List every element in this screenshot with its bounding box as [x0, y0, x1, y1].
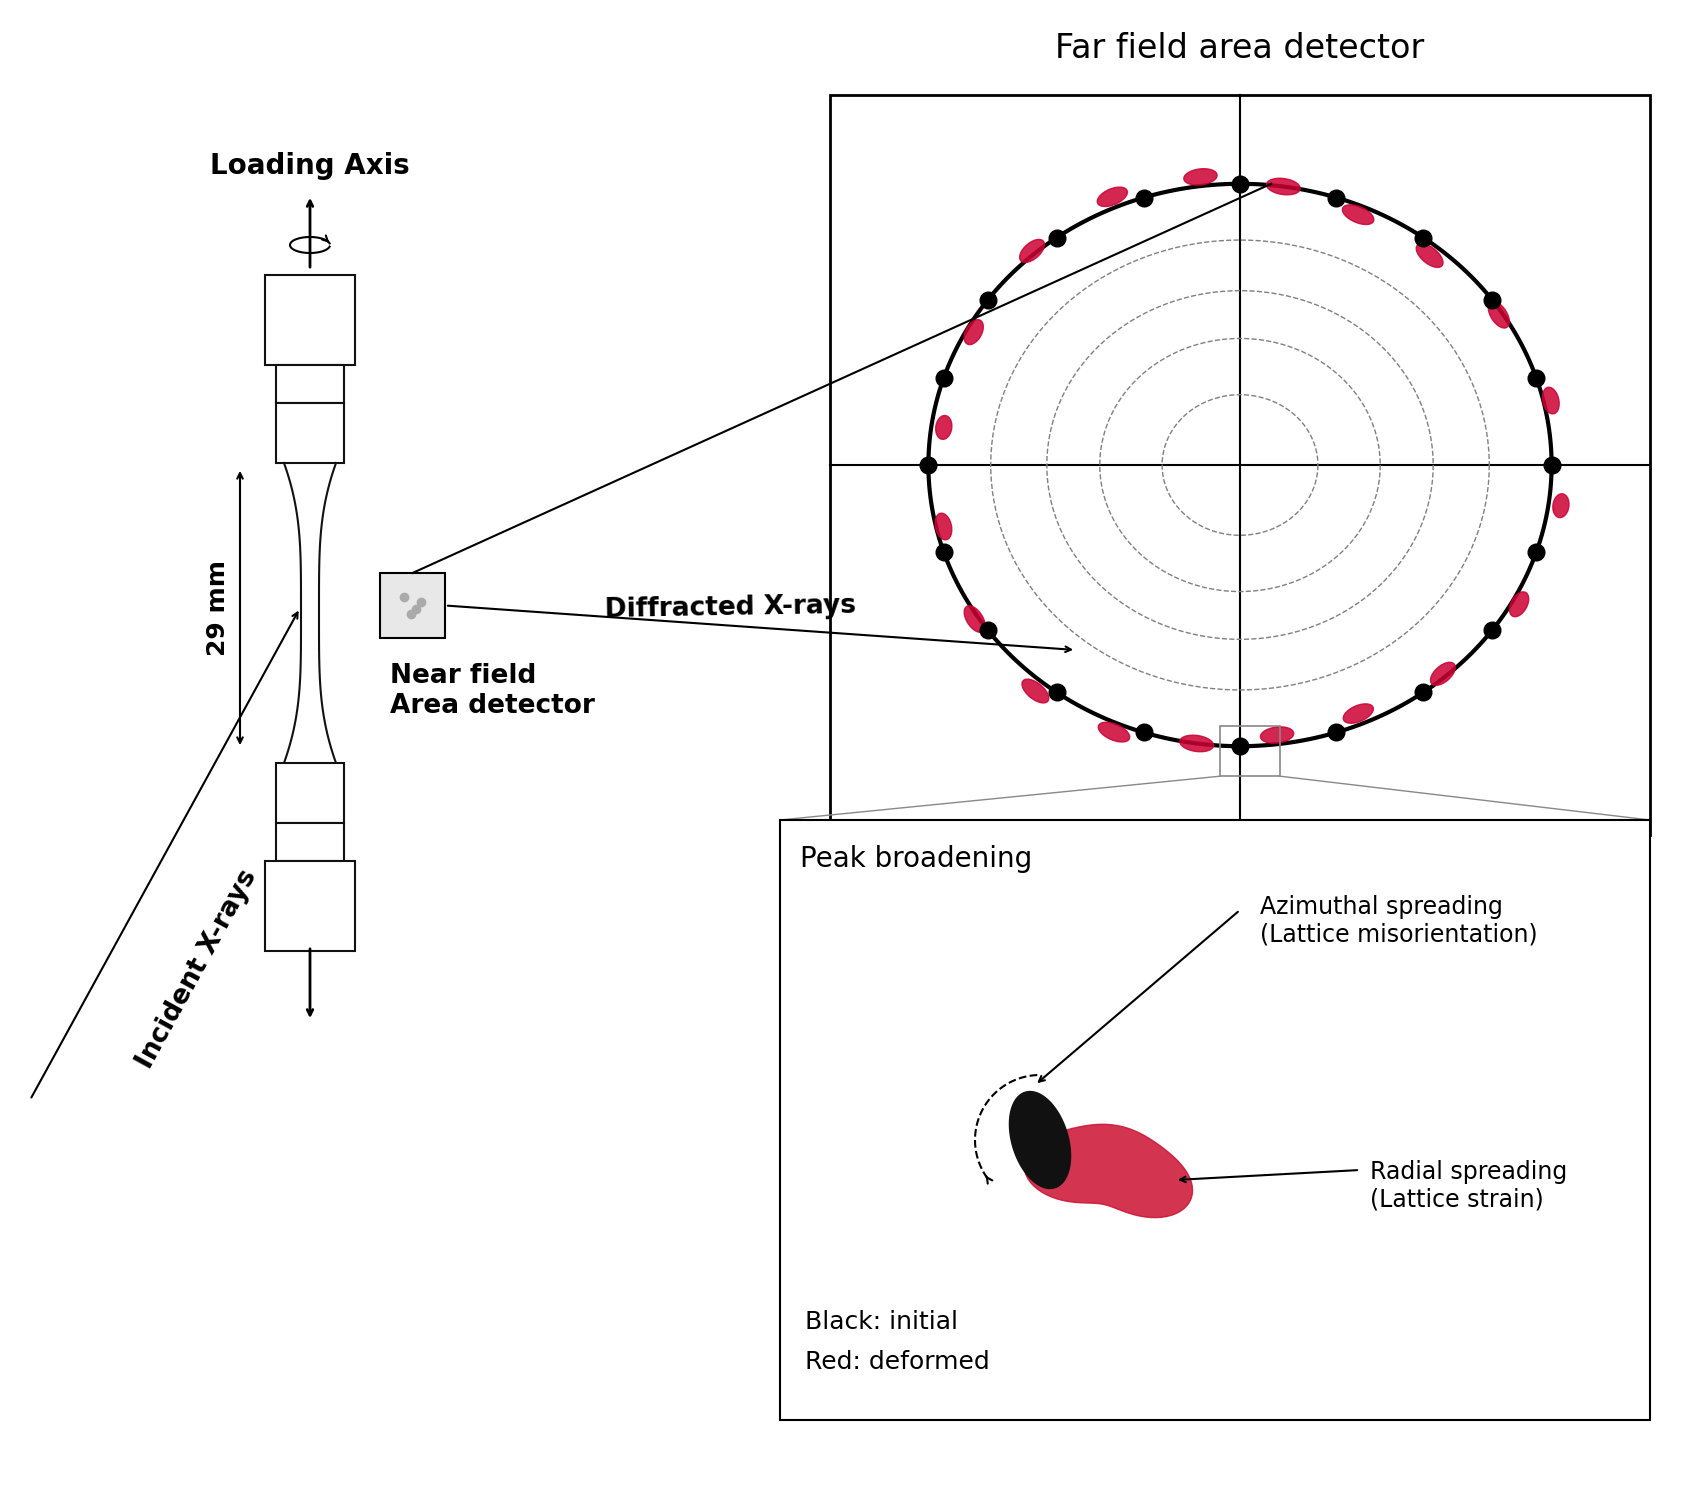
Text: Peak broadening: Peak broadening [800, 846, 1032, 872]
Polygon shape [1554, 493, 1569, 517]
Text: Far field area detector: Far field area detector [1056, 33, 1425, 65]
Text: 29 mm: 29 mm [205, 560, 229, 655]
Text: Red: deformed: Red: deformed [805, 1349, 990, 1375]
Bar [265, 275, 355, 366]
Polygon shape [936, 513, 953, 539]
Bar [277, 403, 345, 464]
Polygon shape [1542, 388, 1559, 415]
Polygon shape [1416, 244, 1443, 267]
Bar [779, 820, 1650, 1421]
Polygon shape [1267, 178, 1301, 195]
Polygon shape [1489, 302, 1510, 328]
Polygon shape [1099, 722, 1129, 742]
Polygon shape [1343, 205, 1374, 224]
Polygon shape [964, 319, 983, 345]
Text: Radial spreading
(Lattice strain): Radial spreading (Lattice strain) [1370, 1161, 1567, 1211]
Polygon shape [1024, 1125, 1192, 1217]
Text: Area detector: Area detector [391, 692, 594, 719]
Polygon shape [964, 606, 985, 633]
Polygon shape [1097, 187, 1127, 207]
Polygon shape [1510, 591, 1528, 617]
Bar [277, 366, 345, 403]
Polygon shape [1260, 727, 1294, 743]
Polygon shape [936, 416, 953, 440]
Polygon shape [1022, 679, 1049, 703]
Text: Diffracted X-rays: Diffracted X-rays [604, 593, 856, 623]
Bar [830, 95, 1650, 835]
Polygon shape [1343, 704, 1374, 724]
Polygon shape [1180, 736, 1214, 752]
Bar [277, 762, 345, 823]
Polygon shape [1184, 169, 1217, 186]
Bar [1219, 727, 1280, 776]
Text: Near field: Near field [391, 663, 537, 690]
Bar [277, 823, 345, 860]
Polygon shape [1009, 1092, 1070, 1189]
Polygon shape [1019, 239, 1044, 263]
Polygon shape [1430, 663, 1455, 685]
Text: Black: initial: Black: initial [805, 1311, 958, 1334]
Text: Loading Axis: Loading Axis [211, 152, 409, 180]
Text: Incident X-rays: Incident X-rays [132, 865, 261, 1073]
Bar [265, 860, 355, 951]
Text: Azimuthal spreading
(Lattice misorientation): Azimuthal spreading (Lattice misorientat… [1260, 895, 1538, 947]
Bar [380, 574, 445, 637]
